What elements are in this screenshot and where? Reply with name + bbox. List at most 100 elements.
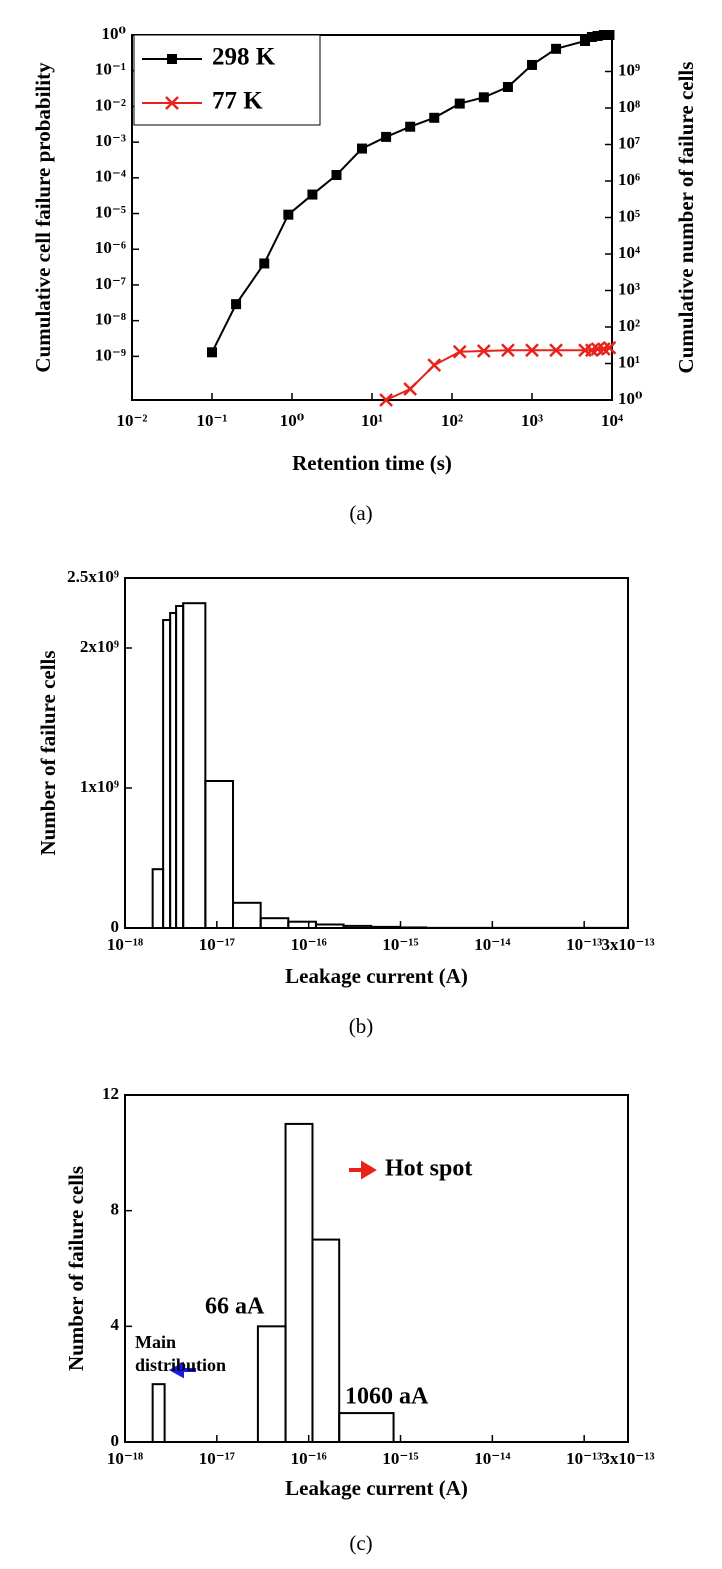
annotation-line: Main	[135, 1332, 176, 1352]
x-tick-label: 10⁻¹⁷	[199, 1449, 235, 1468]
marker	[259, 258, 270, 269]
marker	[604, 30, 615, 40]
histogram-bar	[204, 780, 235, 929]
y2-tick-label: 10¹	[618, 352, 640, 371]
histogram-bar	[287, 920, 317, 930]
main-distribution-arrow	[168, 1361, 196, 1379]
x-tick-label: 10⁻¹⁵	[382, 935, 418, 954]
x-tick-label: 10⁻¹⁶	[291, 1449, 327, 1468]
y2-tick-label: 10⁹	[618, 60, 640, 79]
marker	[165, 96, 179, 110]
x-tick-label: 10⁻¹⁶	[291, 935, 327, 954]
x-axis-title: Leakage current (A)	[285, 1476, 468, 1500]
histogram-bar	[370, 925, 400, 930]
marker	[454, 98, 465, 109]
marker	[502, 81, 513, 92]
marker	[207, 347, 217, 358]
marker	[580, 35, 591, 46]
caption: (c)	[349, 1531, 372, 1555]
y-tick-label: 10⁻²	[95, 95, 126, 114]
marker	[405, 121, 416, 132]
x-tick-label: 10⁻¹³	[566, 935, 602, 954]
y-tick-label: 10⁻⁵	[95, 202, 126, 221]
y-tick-label: 0	[111, 1431, 120, 1450]
marker	[307, 189, 318, 200]
y-tick-label: 10⁻⁷	[95, 274, 126, 293]
caption: (a)	[349, 501, 372, 525]
histogram-bar	[342, 924, 373, 930]
y-axis-title: Number of failure cells	[36, 650, 60, 855]
histogram-bar	[284, 1122, 314, 1443]
y-tick-label: 12	[102, 1084, 119, 1103]
marker	[478, 92, 489, 103]
annotation: Hot spot	[385, 1156, 472, 1182]
x-tick-label: 10⁻¹	[196, 411, 227, 430]
x-tick-label: 10³	[521, 411, 543, 430]
marker	[167, 54, 177, 64]
x-tick-label: 10⁻²	[116, 411, 147, 430]
y2-tick-label: 10⁰	[618, 389, 642, 408]
y-tick-label: 10⁻⁸	[95, 310, 126, 329]
legend-box	[133, 34, 321, 126]
legend-label: 298 K	[212, 44, 276, 71]
plot-frame	[124, 577, 629, 929]
x-tick-label: 10⁻¹⁷	[199, 935, 235, 954]
marker	[602, 340, 617, 355]
x-axis-title: Retention time (s)	[292, 451, 452, 475]
y-tick-label: 10⁻⁶	[95, 238, 126, 257]
y-tick-label: 0	[111, 917, 120, 936]
annotation: 66 aA	[205, 1294, 265, 1320]
caption: (b)	[349, 1014, 374, 1038]
histogram-bar	[314, 923, 345, 929]
marker	[592, 30, 603, 41]
marker	[551, 43, 562, 54]
y-tick-label: 10⁻¹	[95, 60, 126, 79]
y2-tick-label: 10²	[618, 316, 640, 335]
marker	[586, 31, 597, 42]
y-axis-title: Number of failure cells	[64, 1166, 88, 1371]
y-tick-label: 8	[111, 1200, 120, 1219]
histogram-bar	[256, 1325, 287, 1444]
histogram-bar	[151, 868, 165, 930]
y2-tick-label: 10⁴	[618, 243, 640, 262]
histogram-bar	[175, 605, 185, 929]
marker	[403, 382, 418, 396]
x-tick-label: 10⁻¹⁸	[107, 1449, 143, 1468]
y-tick-label: 10⁻³	[95, 131, 126, 150]
y2-tick-label: 10³	[618, 279, 640, 298]
y-tick-label: 4	[111, 1315, 120, 1334]
y-tick-label: 2.5x10⁹	[67, 567, 119, 586]
y2-tick-label: 10⁸	[618, 97, 640, 116]
x-tick-label: 3x10⁻¹³	[601, 1449, 654, 1468]
x-tick-label: 10⁻¹³	[566, 1449, 602, 1468]
marker	[452, 344, 467, 359]
annotation-line: distribution	[135, 1355, 226, 1375]
x-tick-label: 10⁻¹⁴	[474, 935, 510, 954]
marker	[427, 358, 442, 373]
annotation: Main distribution	[135, 1332, 226, 1375]
histogram-bar	[182, 602, 207, 929]
annotation: 1060 aA	[345, 1384, 429, 1410]
marker	[283, 209, 294, 220]
hot-spot-arrow	[349, 1160, 377, 1180]
x-tick-label: 10⁰	[280, 411, 304, 430]
y-axis-title: Cumulative cell failure probability	[31, 62, 55, 373]
y-tick-label: 10⁻⁹	[95, 345, 126, 364]
histogram-bar	[162, 619, 172, 929]
y-tick-label: 2x10⁹	[80, 637, 119, 656]
marker	[381, 131, 392, 142]
x-tick-label: 10⁴	[601, 411, 623, 430]
marker	[379, 393, 393, 407]
x-tick-label: 3x10⁻¹³	[601, 935, 654, 954]
histogram-bar	[232, 901, 262, 929]
marker	[476, 344, 491, 358]
marker	[501, 343, 515, 358]
marker	[331, 170, 342, 181]
histogram-bar	[338, 1412, 395, 1444]
series-line	[385, 346, 610, 401]
histogram-bar	[151, 1383, 166, 1443]
y2-axis-title: Cumulative number of failure cells	[674, 62, 698, 374]
x-tick-label: 10⁻¹⁸	[107, 935, 143, 954]
x-axis-title: Leakage current (A)	[285, 964, 468, 988]
x-tick-label: 10¹	[361, 411, 383, 430]
